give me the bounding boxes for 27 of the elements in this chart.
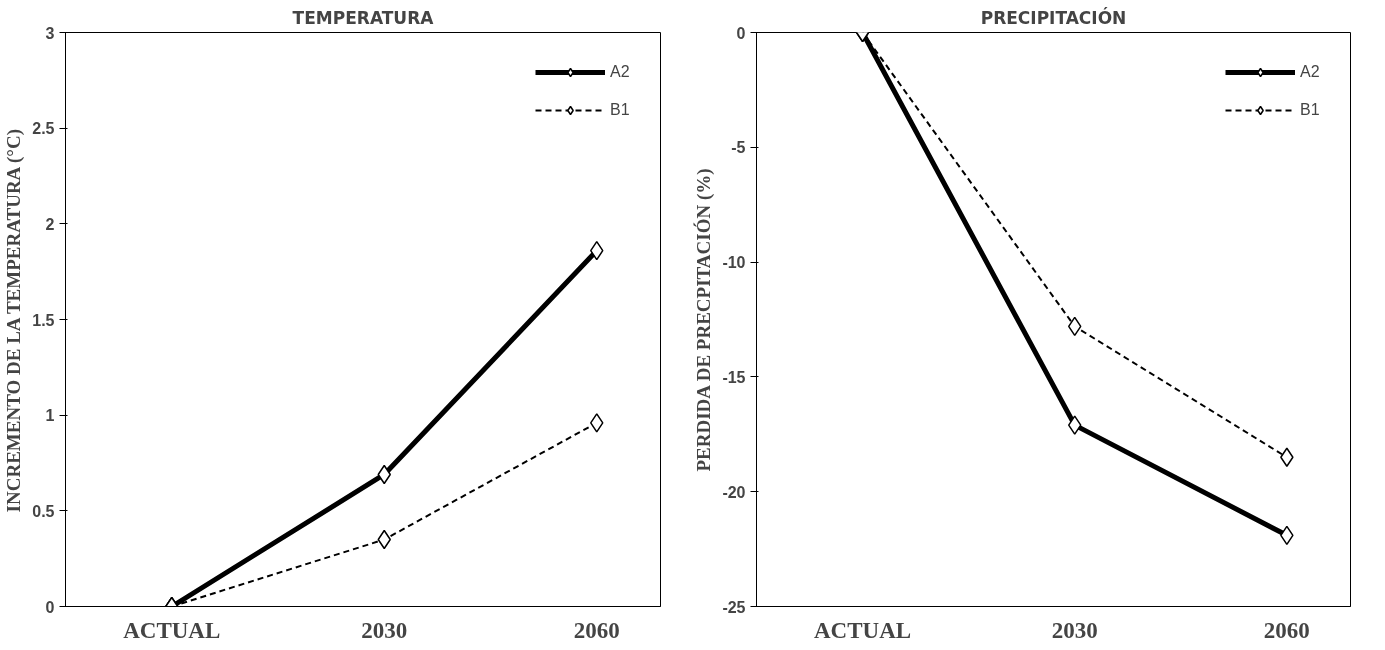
y-tick-label: 2.5 <box>32 120 55 138</box>
y-tick-label: 1.5 <box>32 311 55 329</box>
x-tick-label: 2060 <box>573 617 620 643</box>
x-tick-label: 2030 <box>1051 617 1098 643</box>
y-tick-label: -25 <box>722 598 746 616</box>
y-tick-label: 0.5 <box>32 502 55 520</box>
legend-label: A2 <box>1300 63 1320 81</box>
chart-title: PRECIPITACIÓN <box>980 6 1127 28</box>
legend-label: A2 <box>610 63 630 81</box>
y-tick-label: 0 <box>45 598 55 616</box>
y-axis-title: INCREMENTO DE LA TEMPERATURA (°C) <box>3 129 26 513</box>
x-tick-label: 2060 <box>1263 617 1310 643</box>
y-tick-label: -15 <box>722 368 746 386</box>
legend-label: B1 <box>610 101 630 119</box>
x-tick-label: ACTUAL <box>814 617 912 643</box>
y-tick-label: -20 <box>722 483 746 501</box>
y-tick-label: 1 <box>45 407 55 425</box>
x-tick-label: 2030 <box>361 617 408 643</box>
y-tick-label: 3 <box>45 24 55 42</box>
x-tick-label: ACTUAL <box>123 617 221 643</box>
y-tick-label: 2 <box>45 215 55 233</box>
chart-title: TEMPERATURA <box>292 7 435 28</box>
y-tick-label: 0 <box>736 24 746 42</box>
y-tick-label: -10 <box>722 254 746 272</box>
y-tick-label: -5 <box>731 139 746 157</box>
legend-label: B1 <box>1300 101 1320 119</box>
y-axis-title: PERDIDA DE PRECPITACIÓN (%) <box>693 168 716 472</box>
